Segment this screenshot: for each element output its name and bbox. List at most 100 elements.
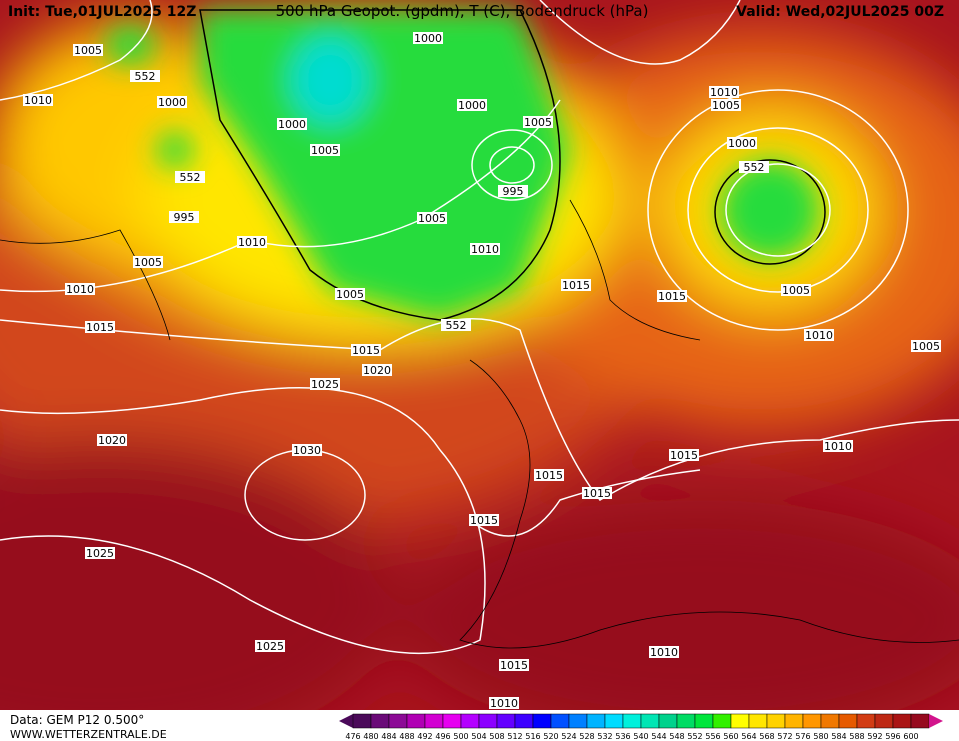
isobar-label: 552 <box>180 171 201 184</box>
colorbar-swatch <box>550 713 570 729</box>
isobar-label: 1010 <box>490 697 518 710</box>
isobar-label: 1010 <box>650 646 678 659</box>
colorbar-swatch <box>856 713 876 729</box>
colorbar-label: 488 <box>399 732 414 741</box>
isobar-label: 1005 <box>74 44 102 57</box>
isobar-label: 1005 <box>418 212 446 225</box>
isobar-label: 1005 <box>311 144 339 157</box>
isobar-label: 1025 <box>256 640 284 653</box>
isobar-label: 552 <box>744 161 765 174</box>
label-box <box>657 290 687 302</box>
colorbar-swatch <box>730 713 750 729</box>
colorbar-swatch <box>622 713 642 729</box>
label-box <box>277 118 307 130</box>
label-box <box>470 243 500 255</box>
colorbar-label: 532 <box>597 732 612 741</box>
label-box <box>457 99 487 111</box>
colorbar-label: 544 <box>651 732 666 741</box>
label-box <box>73 44 103 56</box>
colorbar-swatch <box>460 713 480 729</box>
colorbar-swatch <box>766 713 786 729</box>
label-box <box>561 279 591 291</box>
init-time: Init: Tue,01JUL2025 12Z <box>8 4 196 20</box>
colorbar-label: 580 <box>813 732 828 741</box>
colorbar-swatch <box>352 713 372 729</box>
colorbar-label: 548 <box>669 732 684 741</box>
label-box <box>534 469 564 481</box>
isobar-label: 1020 <box>98 434 126 447</box>
colorbar-swatch <box>658 713 678 729</box>
colorbar-swatch <box>478 713 498 729</box>
colorbar-label: 592 <box>867 732 882 741</box>
isobar-label: 1005 <box>336 288 364 301</box>
isobar-label: 995 <box>503 185 524 198</box>
colorbar-label: 588 <box>849 732 864 741</box>
colorbar-label: 560 <box>723 732 738 741</box>
colorbar-label: 516 <box>525 732 540 741</box>
colorbar-swatch <box>874 713 894 729</box>
label-box <box>255 640 285 652</box>
isobar-label: 552 <box>135 70 156 83</box>
colorbar-swatch <box>604 713 624 729</box>
colorbar-label: 572 <box>777 732 792 741</box>
isobar-label: 1020 <box>363 364 391 377</box>
colorbar-swatch <box>676 713 696 729</box>
data-source: Data: GEM P12 0.500° <box>10 713 144 727</box>
colorbar-label: 540 <box>633 732 648 741</box>
label-box <box>709 86 739 98</box>
label-box <box>441 319 471 331</box>
valid-time: Valid: Wed,02JUL2025 00Z <box>736 4 944 20</box>
arrow-left <box>339 714 353 728</box>
colorbar-swatch <box>802 713 822 729</box>
isobar-label: 1015 <box>86 321 114 334</box>
isobar-label: 1015 <box>352 344 380 357</box>
isobar-label: 1010 <box>238 236 266 249</box>
isobar-label: 1000 <box>414 32 442 45</box>
label-box <box>85 321 115 333</box>
colorbar-label: 484 <box>381 732 396 741</box>
isobar-label: 1015 <box>670 449 698 462</box>
isobar-label: 1000 <box>458 99 486 112</box>
map-title: 500 hPa Geopot. (gpdm), T (C), Bodendruc… <box>276 2 649 20</box>
colorbar-label: 476 <box>345 732 360 741</box>
colorbar-label: 504 <box>471 732 486 741</box>
label-box <box>130 70 160 82</box>
label-box <box>469 514 499 526</box>
arrow-right <box>929 714 943 728</box>
isobar-label: 1005 <box>912 340 940 353</box>
label-box <box>133 256 163 268</box>
isobar-label: 1000 <box>158 96 186 109</box>
colorbar-swatch <box>838 713 858 729</box>
isobar-label: 1025 <box>311 378 339 391</box>
colorbar-label: 480 <box>363 732 378 741</box>
colorbar-label: 552 <box>687 732 702 741</box>
isobar-label: 1010 <box>24 94 52 107</box>
colorbar-swatch <box>514 713 534 729</box>
colorbar-swatch <box>910 713 930 729</box>
label-box <box>237 236 267 248</box>
colorbar-swatch <box>784 713 804 729</box>
label-box <box>157 96 187 108</box>
colorbar-label: 512 <box>507 732 522 741</box>
label-box <box>804 329 834 341</box>
isobar-label: 1010 <box>710 86 738 99</box>
colorbar-swatch <box>424 713 444 729</box>
isobar-label: 1010 <box>805 329 833 342</box>
colorbar-swatch <box>748 713 768 729</box>
colorbar-label: 576 <box>795 732 810 741</box>
colorbar-swatch <box>892 713 912 729</box>
label-box <box>310 144 340 156</box>
label-box <box>711 99 741 111</box>
isobar-label: 552 <box>446 319 467 332</box>
isobar-label: 1000 <box>728 137 756 150</box>
colorbar-swatch <box>532 713 552 729</box>
isobar-label: 1015 <box>658 290 686 303</box>
colorbar-label: 536 <box>615 732 630 741</box>
isobar-label: 1010 <box>471 243 499 256</box>
label-box <box>727 137 757 149</box>
isobar-label: 1025 <box>86 547 114 560</box>
label-box <box>23 94 53 106</box>
